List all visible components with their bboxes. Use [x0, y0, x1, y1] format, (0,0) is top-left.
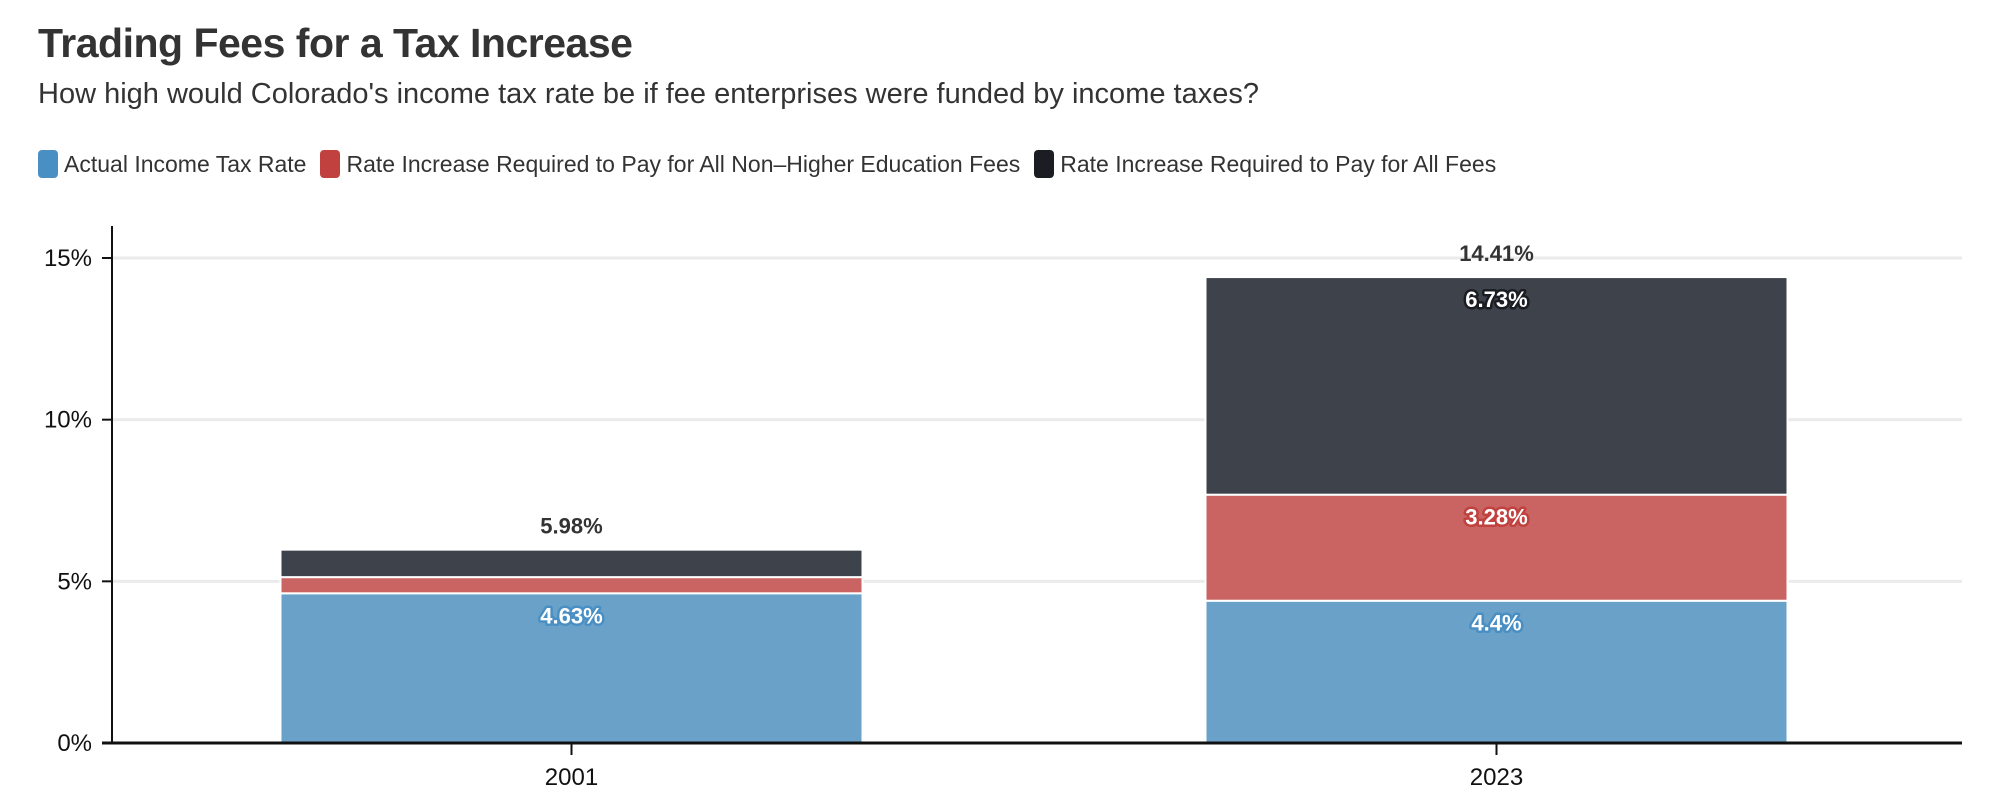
bar-segment — [279, 576, 864, 595]
legend-swatch — [1034, 150, 1055, 178]
legend: Actual Income Tax Rate Rate Increase Req… — [38, 150, 1496, 178]
chart-subtitle: How high would Colorado's income tax rat… — [38, 78, 1259, 110]
bar-segment — [1204, 276, 1789, 496]
legend-item-actual[interactable]: Actual Income Tax Rate — [38, 150, 306, 178]
bar-segment — [1204, 599, 1789, 744]
legend-label: Rate Increase Required to Pay for All Fe… — [1060, 150, 1497, 177]
legend-swatch — [38, 150, 58, 178]
data-label: 4.4% — [1471, 611, 1521, 636]
data-label: 4.63% — [540, 603, 602, 628]
legend-label: Actual Income Tax Rate — [64, 150, 307, 177]
total-label: 5.98% — [540, 514, 602, 539]
legend-item-non-higher-ed[interactable]: Rate Increase Required to Pay for All No… — [320, 150, 1020, 178]
y-tick-label: 10% — [44, 407, 92, 434]
x-tick-label: 2001 — [545, 764, 598, 791]
y-tick-label: 5% — [57, 568, 92, 595]
x-tick-label: 2023 — [1470, 764, 1523, 791]
data-label: 6.73% — [1465, 287, 1527, 312]
bar-segment — [279, 592, 864, 745]
chart-title: Trading Fees for a Tax Increase — [38, 20, 633, 66]
legend-swatch — [320, 150, 341, 178]
legend-label: Rate Increase Required to Pay for All No… — [346, 150, 1021, 177]
y-tick-label: 0% — [57, 730, 92, 757]
bar-segment — [279, 548, 864, 579]
bar-segment — [1204, 493, 1789, 602]
data-label: 3.28% — [1465, 505, 1527, 530]
total-label: 14.41% — [1459, 241, 1534, 266]
y-tick-label: 15% — [44, 245, 92, 272]
legend-item-all-fees[interactable]: Rate Increase Required to Pay for All Fe… — [1034, 150, 1496, 178]
